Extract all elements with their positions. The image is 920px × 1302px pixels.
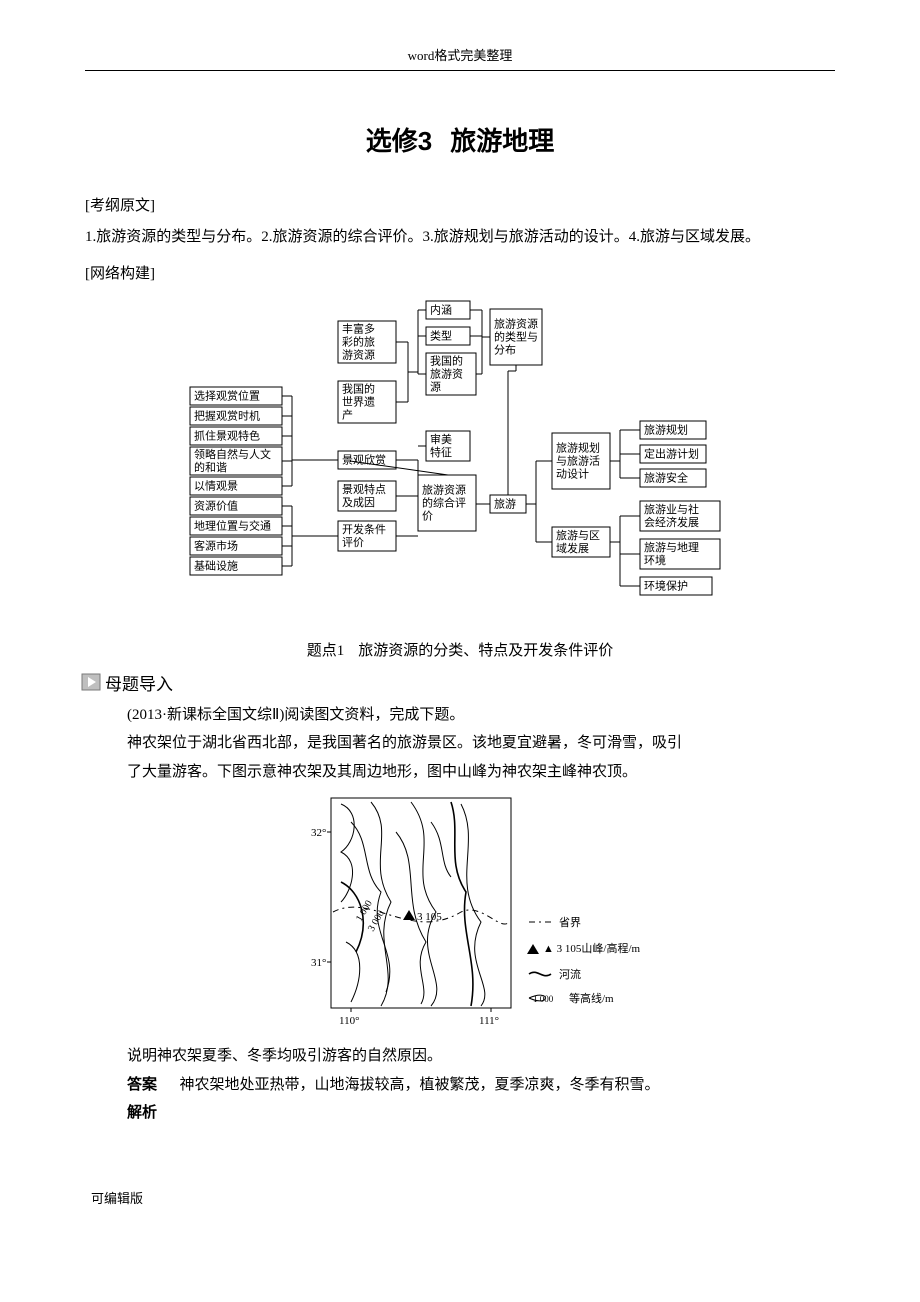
analysis-label: 解析	[127, 1104, 157, 1121]
network-label: [网络构建]	[85, 262, 835, 283]
topic-title: 题点1 旅游资源的分类、特点及开发条件评价	[85, 639, 835, 660]
svg-text:旅游业与社: 旅游业与社	[644, 502, 699, 516]
question-body-line1: 神农架位于湖北省西北部，是我国著名的旅游景区。该地夏宜避暑，冬可滑雪，吸引	[127, 729, 835, 758]
svg-text:会经济发展: 会经济发展	[644, 515, 699, 529]
svg-text:基础设施: 基础设施	[194, 559, 238, 572]
svg-text:类型: 类型	[430, 328, 452, 342]
svg-text:110°: 110°	[339, 1015, 360, 1027]
concept-diagram: 选择观赏位置把握观赏时机抓住景观特色领略自然与人文的和谐以情观景资源价值地理位置…	[180, 291, 740, 621]
topic-name: 旅游资源的分类、特点及开发条件评价	[358, 643, 613, 659]
topographic-map: 32°31°110°111°3 0001 0003 105省界▲ 3 105山峰…	[311, 792, 651, 1032]
svg-text:定出游计划: 定出游计划	[644, 446, 699, 460]
svg-text:以情观景: 以情观景	[194, 479, 238, 492]
svg-text:旅游: 旅游	[494, 496, 516, 510]
svg-text:地理位置与交通: 地理位置与交通	[194, 518, 271, 532]
svg-text:环境保护: 环境保护	[644, 578, 688, 592]
answer-label: 答案	[127, 1076, 157, 1093]
svg-text:资源价值: 资源价值	[194, 498, 238, 512]
running-header: word格式完美整理	[85, 45, 835, 71]
svg-text:源: 源	[430, 379, 441, 393]
topic-number: 题点1	[307, 643, 345, 659]
answer-text: 神农架地处亚热带，山地海拔较高，植被繁茂，夏季凉爽，冬季有积雪。	[180, 1077, 660, 1093]
svg-text:丰富多: 丰富多	[342, 321, 375, 335]
footer-note: 可编辑版	[91, 1188, 835, 1207]
svg-text:省界: 省界	[559, 916, 581, 929]
svg-text:我国的: 我国的	[430, 353, 463, 367]
svg-text:景观欣赏: 景观欣赏	[342, 452, 386, 466]
svg-text:选择观赏位置: 选择观赏位置	[194, 388, 260, 402]
svg-text:旅游资源: 旅游资源	[422, 482, 466, 496]
syllabus-text: 1.旅游资源的类型与分布。2.旅游资源的综合评价。3.旅游规划与旅游活动的设计。…	[85, 223, 835, 252]
answer-row: 答案 神农架地处亚热带，山地海拔较高，植被繁茂，夏季凉爽，冬季有积雪。	[127, 1071, 835, 1100]
svg-text:分布: 分布	[494, 343, 516, 356]
analysis-row: 解析	[127, 1099, 835, 1128]
svg-text:游资源: 游资源	[342, 347, 375, 361]
title-part-b: 旅游地理	[450, 126, 554, 156]
svg-text:的类型与: 的类型与	[494, 329, 538, 343]
svg-text:特征: 特征	[430, 445, 452, 459]
document-title: 选修3 旅游地理	[85, 121, 835, 158]
syllabus-label: [考纲原文]	[85, 194, 835, 215]
svg-text:的综合评: 的综合评	[422, 495, 466, 509]
svg-text:旅游与地理: 旅游与地理	[644, 540, 699, 554]
svg-text:等高线/m: 等高线/m	[569, 991, 614, 1005]
svg-text:域发展: 域发展	[556, 541, 589, 555]
svg-text:河流: 河流	[559, 967, 581, 981]
svg-text:内涵: 内涵	[430, 302, 452, 316]
svg-text:旅游资: 旅游资	[430, 366, 463, 380]
svg-text:把握观赏时机: 把握观赏时机	[194, 408, 260, 422]
question-source: (2013·新课标全国文综Ⅱ)阅读图文资料，完成下题。	[127, 701, 835, 730]
svg-text:产: 产	[342, 407, 353, 421]
svg-text:与旅游活: 与旅游活	[556, 453, 600, 467]
svg-text:▲ 3 105山峰/高程/m: ▲ 3 105山峰/高程/m	[543, 941, 640, 955]
svg-text:审美: 审美	[430, 432, 452, 446]
svg-text:评价: 评价	[342, 536, 364, 549]
svg-text:旅游资源: 旅游资源	[494, 316, 538, 330]
title-part-a: 选修3	[366, 126, 432, 156]
play-icon	[81, 673, 101, 691]
svg-text:1 000: 1 000	[533, 994, 554, 1004]
mother-label: 母题导入	[105, 670, 173, 695]
svg-text:景观特点: 景观特点	[342, 482, 386, 496]
svg-text:111°: 111°	[479, 1015, 499, 1027]
svg-text:31°: 31°	[311, 957, 326, 969]
svg-text:我国的: 我国的	[342, 381, 375, 395]
svg-text:彩的旅: 彩的旅	[342, 334, 375, 348]
svg-text:及成因: 及成因	[342, 496, 375, 509]
svg-text:抓住景观特色: 抓住景观特色	[194, 428, 260, 442]
question-ask: 说明神农架夏季、冬季均吸引游客的自然原因。	[127, 1042, 835, 1071]
svg-text:旅游规划: 旅游规划	[644, 422, 688, 436]
svg-text:客源市场: 客源市场	[194, 538, 238, 552]
svg-text:价: 价	[422, 509, 433, 522]
svg-text:的和谐: 的和谐	[194, 460, 227, 474]
svg-text:旅游安全: 旅游安全	[644, 470, 688, 484]
svg-text:32°: 32°	[311, 827, 326, 839]
question-body-line2: 了大量游客。下图示意神农架及其周边地形，图中山峰为神农架主峰神农顶。	[127, 758, 835, 787]
svg-text:世界遗: 世界遗	[342, 394, 375, 408]
svg-text:领略自然与人文: 领略自然与人文	[194, 447, 271, 461]
svg-text:旅游与区: 旅游与区	[556, 528, 600, 542]
svg-text:旅游规划: 旅游规划	[556, 440, 600, 454]
svg-text:环境: 环境	[644, 553, 666, 567]
svg-text:开发条件: 开发条件	[342, 522, 386, 536]
svg-text:动设计: 动设计	[556, 467, 589, 480]
